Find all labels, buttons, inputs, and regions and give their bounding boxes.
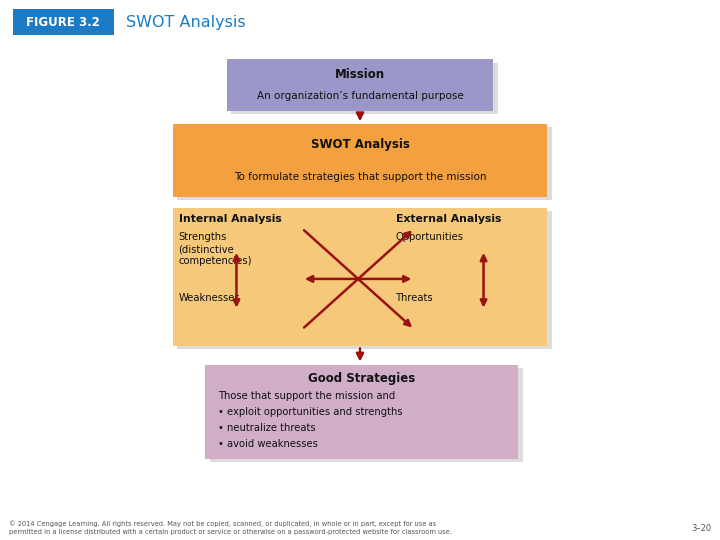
- FancyBboxPatch shape: [227, 59, 493, 111]
- FancyBboxPatch shape: [173, 208, 547, 346]
- Text: An organization’s fundamental purpose: An organization’s fundamental purpose: [256, 91, 464, 102]
- Text: Mission: Mission: [335, 68, 385, 82]
- FancyBboxPatch shape: [177, 211, 552, 349]
- Text: FIGURE 3.2: FIGURE 3.2: [27, 16, 100, 29]
- Text: Weaknesses: Weaknesses: [179, 293, 240, 303]
- Text: • avoid weaknesses: • avoid weaknesses: [218, 440, 318, 449]
- FancyBboxPatch shape: [205, 364, 518, 459]
- Text: SWOT Analysis: SWOT Analysis: [126, 15, 246, 30]
- Text: SWOT Analysis: SWOT Analysis: [310, 138, 410, 151]
- Text: Good Strategies: Good Strategies: [308, 372, 415, 384]
- Text: competencies): competencies): [179, 256, 252, 267]
- Text: Opportunities: Opportunities: [395, 232, 464, 242]
- FancyBboxPatch shape: [13, 9, 114, 35]
- Text: (distinctive: (distinctive: [179, 244, 234, 254]
- Text: 3–20: 3–20: [691, 524, 711, 532]
- FancyBboxPatch shape: [231, 63, 498, 114]
- FancyBboxPatch shape: [210, 368, 523, 462]
- FancyBboxPatch shape: [173, 124, 547, 197]
- Text: Strengths: Strengths: [179, 232, 227, 242]
- FancyBboxPatch shape: [177, 127, 552, 200]
- Text: External Analysis: External Analysis: [395, 214, 501, 225]
- Text: Internal Analysis: Internal Analysis: [179, 214, 282, 225]
- Text: Threats: Threats: [395, 293, 433, 303]
- Text: Those that support the mission and: Those that support the mission and: [218, 391, 395, 401]
- Text: • neutralize threats: • neutralize threats: [218, 423, 316, 433]
- Text: To formulate strategies that support the mission: To formulate strategies that support the…: [234, 172, 486, 181]
- Text: • exploit opportunities and strengths: • exploit opportunities and strengths: [218, 407, 402, 417]
- Text: © 2014 Cengage Learning. All rights reserved. May not be copied, scanned, or dup: © 2014 Cengage Learning. All rights rese…: [9, 521, 451, 536]
